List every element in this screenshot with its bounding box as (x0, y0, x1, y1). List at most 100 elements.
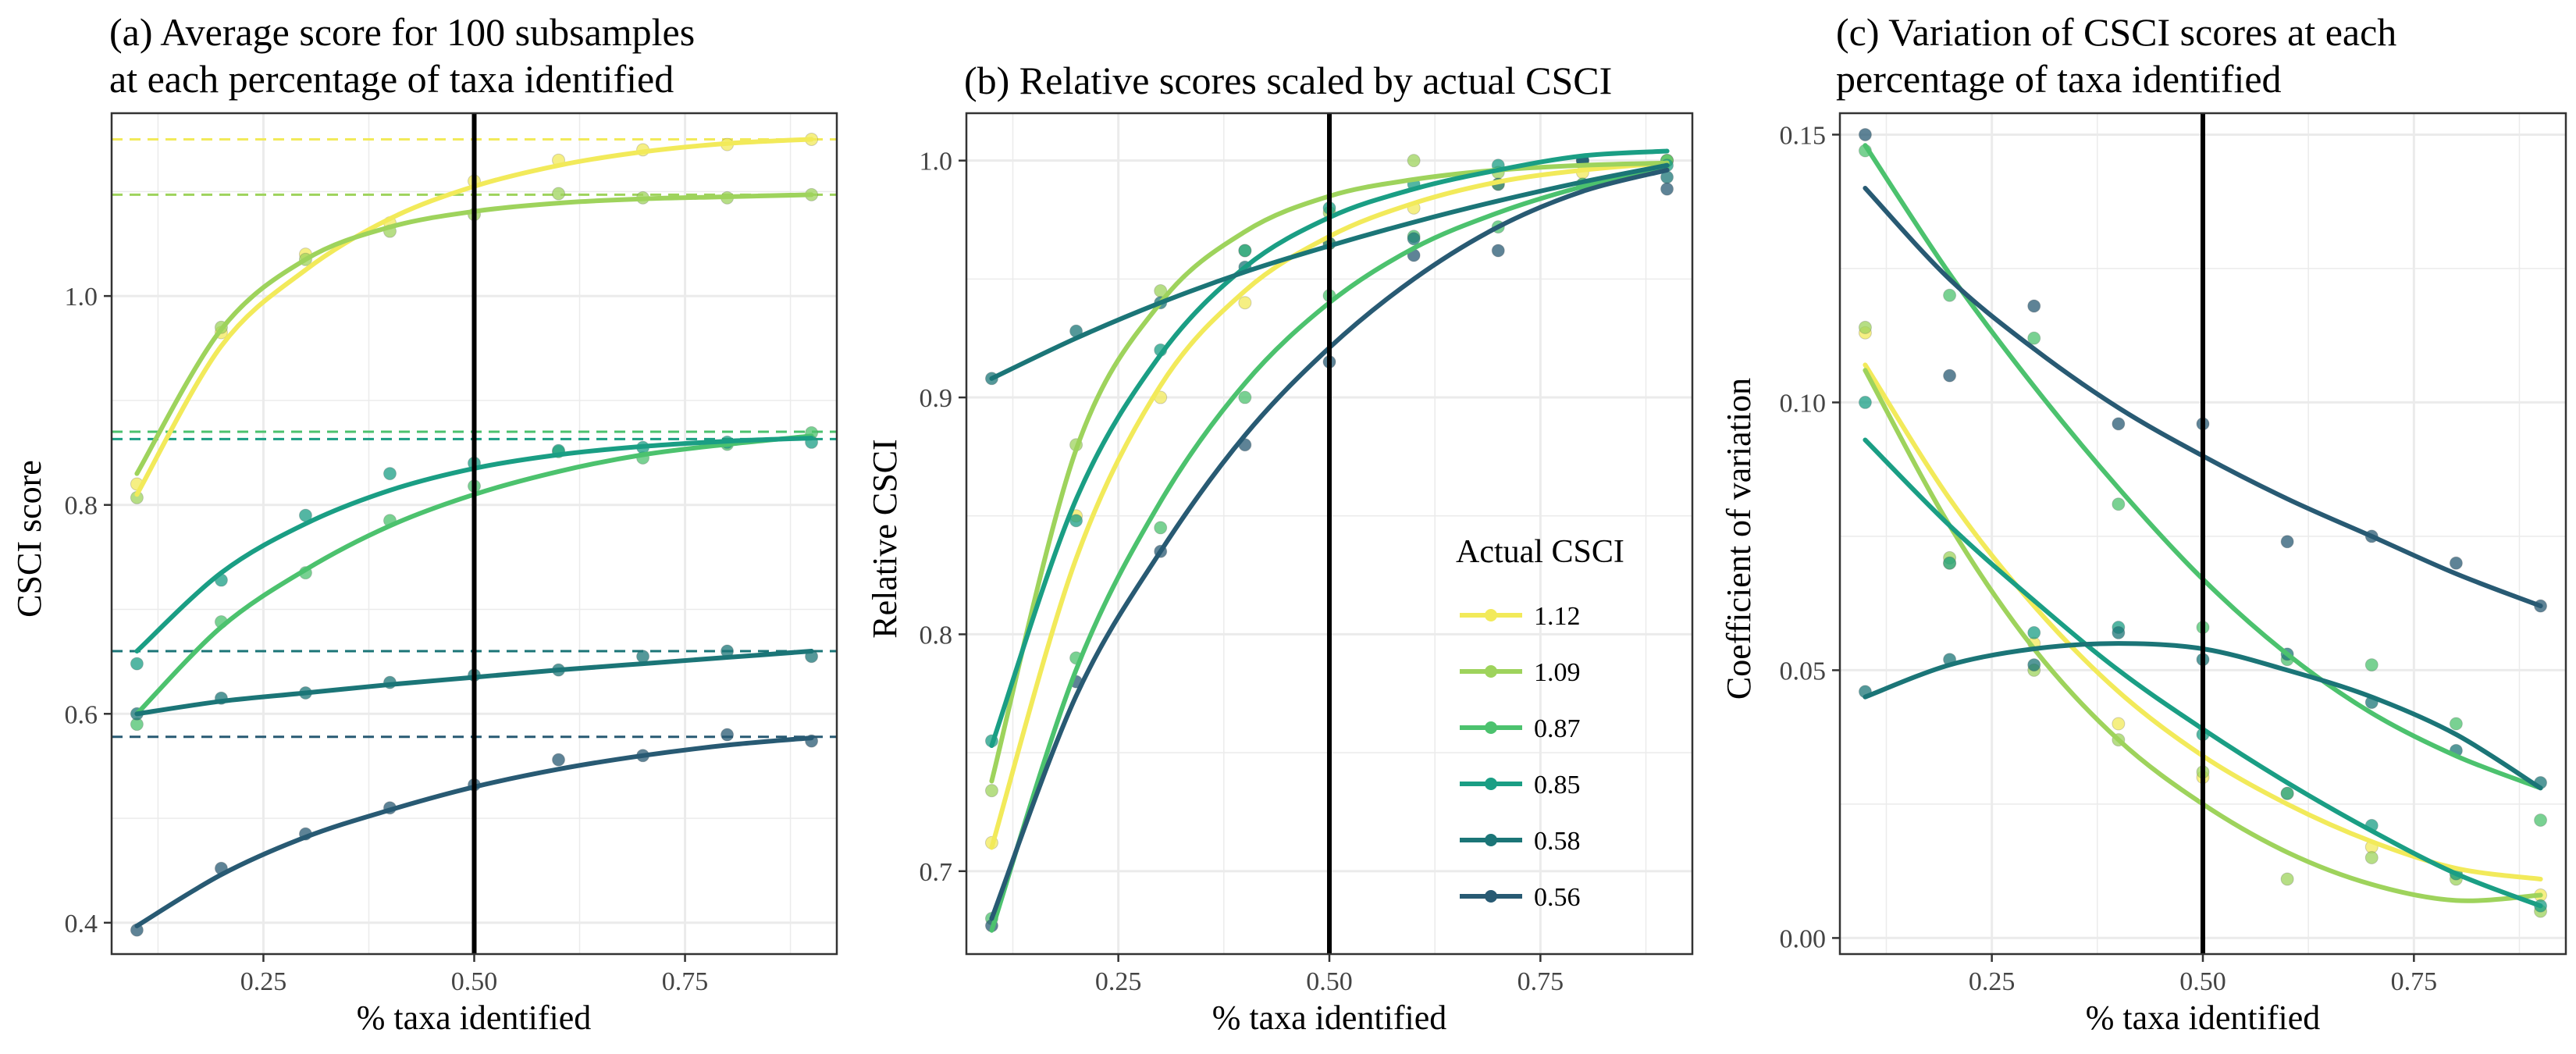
y-tick-label: 1.0 (65, 283, 98, 312)
data-point-0-58 (2027, 658, 2041, 672)
y-tick-label: 0.05 (1780, 657, 1827, 685)
data-point-0-85 (1943, 556, 1957, 570)
y-tick-label: 0.8 (920, 621, 953, 650)
fit-line-1-12 (989, 160, 1670, 850)
panel-c-plot-area: 0.25 0.50 0.75 0.00 0.05 0.10 0.15 (1780, 112, 2567, 996)
legend-label: 0.56 (1534, 883, 1581, 912)
fit-line-0-87 (989, 165, 1670, 933)
panel-b-plot-area: 0.25 0.50 0.75 0.7 0.8 0.9 1.0 (920, 112, 1694, 996)
panel-a-title-line-2: at each percentage of taxa identified (109, 57, 674, 101)
legend-swatch-point (1485, 890, 1497, 903)
fit-line-0-85 (989, 148, 1670, 748)
fit-line-1-12 (1863, 362, 2543, 881)
fit-line-1-09 (134, 192, 814, 476)
data-point-1-09 (1407, 154, 1421, 168)
data-point-0-56 (2280, 535, 2294, 549)
data-point-0-56 (720, 728, 735, 742)
x-tick-label: 0.50 (1306, 967, 1353, 996)
legend-swatch-point (1485, 778, 1497, 790)
data-point-0-87 (2027, 331, 2041, 345)
legend-title: Actual CSCI (1456, 534, 1624, 570)
fit-line-0-56 (989, 167, 1670, 921)
panel-b-title: (b) Relative scores scaled by actual CSC… (964, 59, 1612, 102)
panel-b-x-axis-label: % taxa identified (1212, 999, 1447, 1037)
y-tick-label: 0.7 (920, 858, 953, 887)
legend-label: 0.58 (1534, 827, 1581, 856)
legend-swatch-point (1485, 721, 1497, 734)
legend-label: 0.87 (1534, 714, 1581, 743)
data-point-0-87 (2112, 497, 2126, 511)
data-point-0-56 (1660, 182, 1674, 196)
x-tick-label: 0.75 (662, 967, 709, 996)
data-point-0-58 (2112, 625, 2126, 639)
x-tick-label: 0.50 (451, 967, 498, 996)
legend-label: 1.09 (1534, 658, 1581, 687)
panel-c-title-line-2: percentage of taxa identified (1836, 57, 2282, 101)
data-point-1-09 (2364, 851, 2379, 865)
panel-c-title-line-1: (c) Variation of CSCI scores at each (1836, 10, 2396, 54)
legend-label: 0.85 (1534, 771, 1581, 799)
data-point-0-56 (2449, 556, 2463, 570)
legend-item-0-58: 0.58 (1460, 827, 1581, 856)
legend-item-0-85: 0.85 (1460, 771, 1581, 799)
fit-line-1-12 (134, 137, 814, 497)
legend-swatch-point (1485, 834, 1497, 846)
data-point-1-09 (984, 784, 998, 798)
x-tick-label: 0.50 (2179, 967, 2226, 996)
data-point-1-09 (552, 187, 566, 201)
y-tick-label: 0.8 (65, 492, 98, 521)
data-point-0-56 (552, 753, 566, 767)
panel-a-y-axis-label: CSCI score (10, 460, 48, 618)
data-point-0-58 (1407, 232, 1421, 246)
y-tick-label: 1.0 (920, 148, 953, 176)
panel-a: (a) Average score for 100 subsamples at … (10, 10, 838, 1037)
data-point-0-87 (1943, 288, 1957, 302)
data-point-1-09 (1858, 320, 1872, 334)
data-point-0-87 (2534, 814, 2548, 828)
data-point-0-85 (2027, 625, 2041, 639)
legend-label: 1.12 (1534, 602, 1581, 631)
y-tick-label: 0.4 (65, 910, 98, 938)
fit-line-0-85 (1863, 437, 2543, 909)
data-point-0-56 (2112, 417, 2126, 431)
y-tick-label: 0.9 (920, 384, 953, 413)
data-point-0-85 (1069, 514, 1083, 528)
y-tick-label: 0.15 (1780, 121, 1827, 150)
data-point-0-87 (1238, 390, 1252, 404)
fit-line-1-09 (989, 160, 1670, 784)
data-point-0-85 (130, 657, 144, 671)
data-point-0-56 (1858, 127, 1872, 141)
data-point-1-12 (1238, 296, 1252, 310)
legend-swatch-point (1485, 609, 1497, 621)
data-point-0-56 (2027, 299, 2041, 313)
data-point-0-85 (1858, 395, 1872, 409)
data-point-0-87 (1154, 521, 1168, 535)
fit-line-0-87 (134, 433, 814, 717)
legend-items: 1.12 1.09 0.87 0.85 0.58 0.56 (1460, 602, 1581, 912)
panel-c-x-axis-label: % taxa identified (2086, 999, 2321, 1037)
legend-item-0-56: 0.56 (1460, 883, 1581, 912)
y-tick-label: 0.6 (65, 700, 98, 729)
fit-line-0-85 (134, 436, 814, 653)
data-point-0-85 (2280, 786, 2294, 800)
data-point-0-87 (2364, 658, 2379, 672)
data-point-0-85 (1238, 244, 1252, 258)
panel-a-ticks: 0.25 0.50 0.75 0.4 0.6 0.8 1.0 (65, 283, 709, 996)
x-tick-label: 0.25 (240, 967, 287, 996)
panel-a-x-axis-label: % taxa identified (357, 999, 592, 1037)
legend-item-1-09: 1.09 (1460, 658, 1581, 687)
legend-swatch-point (1485, 665, 1497, 678)
legend: Actual CSCI 1.12 1.09 0.87 0.85 0.58 0.56 (1456, 534, 1624, 912)
data-point-0-58 (636, 650, 650, 664)
panel-b-y-axis-label: Relative CSCI (866, 439, 904, 638)
panel-a-plot-area: 0.25 0.50 0.75 0.4 0.6 0.8 1.0 (65, 112, 838, 996)
data-point-1-09 (2280, 872, 2294, 886)
y-tick-label: 0.10 (1780, 389, 1827, 418)
data-point-0-85 (382, 467, 397, 481)
legend-item-0-87: 0.87 (1460, 714, 1581, 743)
data-point-0-56 (1491, 244, 1505, 258)
legend-item-1-12: 1.12 (1460, 602, 1581, 631)
panel-a-title-line-1: (a) Average score for 100 subsamples (109, 10, 695, 54)
data-point-0-87 (2449, 717, 2463, 731)
